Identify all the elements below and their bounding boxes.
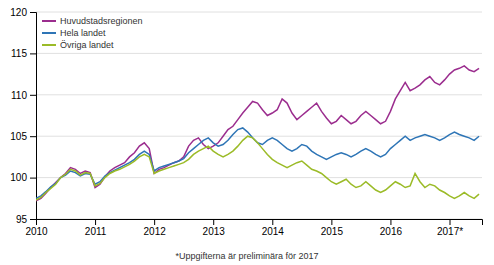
y-tick-mark — [30, 53, 36, 54]
y-tick: 115 — [11, 48, 36, 59]
grid — [36, 12, 482, 219]
y-tick: 100 — [10, 172, 36, 183]
x-tick-mark — [331, 219, 332, 225]
x-tick: 2015 — [321, 219, 344, 237]
y-tick-mark — [30, 136, 36, 137]
x-tick: 2014 — [262, 219, 285, 237]
x-axis: 2010 2011 2012 2013 2014 2015 2016 2017* — [25, 219, 482, 237]
y-tick-mark — [30, 178, 36, 179]
x-tick: 2012 — [144, 219, 167, 237]
y-tick-label: 110 — [11, 90, 27, 101]
legend-label: Huvudstadsregionen — [60, 16, 143, 26]
series-line — [36, 136, 479, 200]
y-axis-line — [30, 13, 37, 220]
y-tick: 110 — [11, 90, 36, 101]
x-tick-mark — [213, 219, 214, 225]
y-tick-mark — [30, 95, 36, 96]
legend-label: Övriga landet — [60, 40, 114, 50]
x-tick: 2010 — [25, 219, 48, 237]
plot: 9510010511011512020102011201220132014201… — [10, 7, 482, 237]
x-tick-label: 2014 — [262, 226, 285, 237]
x-tick-mark — [390, 219, 391, 225]
footnote: *Uppgifterna är preliminära för 2017 — [175, 251, 318, 261]
y-tick-mark — [30, 12, 36, 13]
x-tick-label: 2016 — [380, 226, 403, 237]
y-tick-label: 120 — [10, 7, 27, 18]
x-tick-mark — [450, 219, 451, 225]
x-tick-label: 2010 — [25, 226, 48, 237]
series-line — [36, 128, 479, 198]
grid-line — [36, 136, 482, 137]
legend-swatch — [42, 44, 56, 46]
x-tick-label: 2013 — [203, 226, 226, 237]
x-tick: 2017* — [437, 219, 463, 237]
legend-item: Hela landet — [42, 28, 106, 38]
y-tick-label: 95 — [16, 214, 28, 225]
legend: Huvudstadsregionen Hela landet Övriga land… — [42, 16, 143, 50]
series-line — [36, 66, 479, 201]
y-tick-mark — [30, 219, 36, 220]
grid-line — [36, 12, 482, 13]
y-axis: 95 100 105 110 115 120 — [10, 7, 36, 225]
x-tick-mark — [95, 219, 96, 225]
x-tick-label: 2011 — [85, 226, 107, 237]
y-tick-label: 100 — [10, 172, 27, 183]
y-tick: 120 — [10, 7, 36, 18]
x-tick-mark — [36, 219, 37, 225]
y-tick: 95 — [16, 214, 36, 225]
y-tick-label: 105 — [10, 131, 27, 142]
x-tick-label: 2015 — [321, 226, 344, 237]
y-tick-label: 115 — [11, 48, 27, 59]
grid-line — [36, 94, 482, 95]
x-tick-label: 2017* — [437, 226, 463, 237]
x-axis-line — [37, 220, 483, 226]
x-tick-label: 2012 — [144, 226, 167, 237]
legend-swatch — [42, 20, 56, 22]
x-tick-mark — [272, 219, 273, 225]
legend-item: Huvudstadsregionen — [42, 16, 143, 26]
lines — [36, 66, 479, 201]
x-tick-mark — [154, 219, 155, 225]
legend-swatch — [42, 32, 56, 34]
grid-line — [36, 53, 482, 54]
chart: 9510010511011512020102011201220132014201… — [0, 0, 494, 265]
x-tick: 2016 — [380, 219, 403, 237]
x-tick: 2013 — [203, 219, 226, 237]
legend-item: Övriga landet — [42, 40, 114, 50]
y-tick: 105 — [10, 131, 36, 142]
x-tick: 2011 — [85, 219, 107, 237]
legend-label: Hela landet — [60, 28, 106, 38]
